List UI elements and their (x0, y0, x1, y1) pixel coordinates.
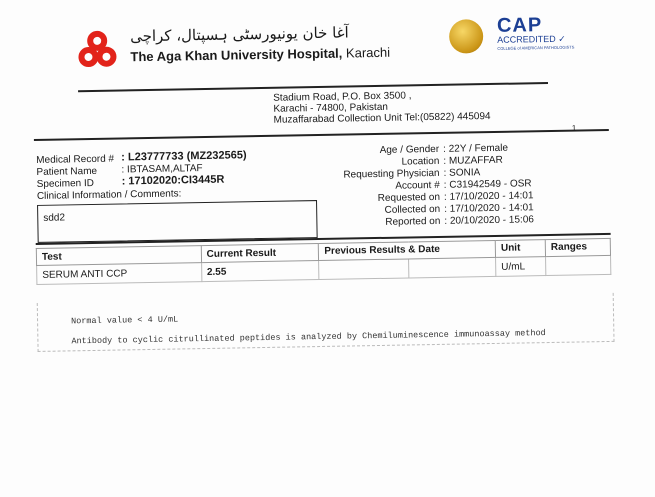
medical-record-value: : L23777733 (MZ232565) (121, 149, 247, 164)
hospital-name: The Aga Khan University Hospital, Karach… (130, 44, 391, 65)
page-number: 1 (571, 123, 577, 133)
range-value (545, 255, 611, 276)
age-gender-value: : 22Y / Female (443, 142, 509, 155)
notes-area: Normal value < 4 U/mL Antibody to cyclic… (36, 292, 615, 352)
reported-on-label: Reported on (385, 215, 441, 228)
patient-name-label: Patient Name (36, 165, 98, 178)
header-current-result: Current Result (200, 243, 319, 263)
results-table: Test Current Result Previous Results & D… (36, 238, 612, 285)
specimen-id-value: : 17102020:CI3445R (121, 173, 225, 188)
clinical-info-label: Clinical Information / Comments: (36, 188, 182, 202)
reported-on-value: : 20/10/2020 - 15:06 (444, 214, 535, 227)
address-divider (33, 128, 609, 141)
urdu-hospital-name: آغا خان یونیورسٹی ہسپتال، کراچی (129, 23, 349, 46)
previous-result-1 (318, 258, 410, 280)
method-note: Antibody to cyclic citrullinated peptide… (71, 328, 546, 347)
jci-seal-icon (448, 19, 484, 54)
normal-value-note: Normal value < 4 U/mL (70, 314, 179, 327)
location-value: : MUZAFFAR (443, 154, 503, 167)
header-ranges: Ranges (545, 238, 611, 257)
clinical-info-value: sdd2 (43, 212, 66, 224)
unit-value: U/mL (495, 256, 546, 277)
specimen-id-label: Specimen ID (36, 177, 95, 190)
test-name: SERUM ANTI CCP (36, 262, 202, 285)
cap-accredited-logo: CAP ACCREDITED ✓ COLLEGE of AMERICAN PAT… (496, 14, 575, 51)
header-unit: Unit (495, 239, 546, 258)
clinical-info-box: sdd2 (37, 200, 318, 243)
medical-record-label: Medical Record # (36, 153, 115, 166)
physician-value: : SONIA (443, 167, 481, 179)
aku-logo-icon (78, 30, 117, 68)
header-divider (78, 82, 549, 92)
current-result: 2.55 (201, 260, 320, 282)
address-line-3: Muzaffarabad Collection Unit Tel:(05822)… (273, 111, 491, 126)
previous-result-2 (408, 257, 496, 278)
